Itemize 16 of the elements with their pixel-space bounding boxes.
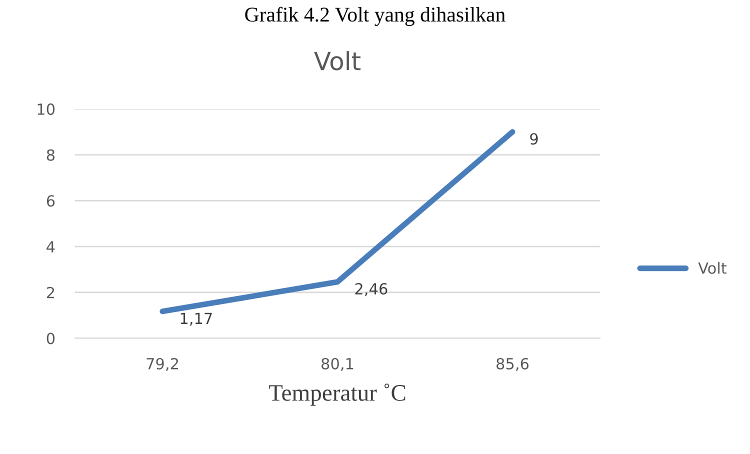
- data-label: 2,46: [355, 283, 388, 296]
- y-tick-label: 6: [46, 195, 55, 207]
- y-tick-label: 0: [46, 332, 55, 344]
- y-tick-label: 10: [38, 103, 55, 115]
- y-tick-label: 8: [46, 149, 55, 161]
- data-label: 9: [530, 133, 538, 145]
- legend-label: Volt: [698, 262, 727, 274]
- y-tick-label: 2: [46, 286, 54, 298]
- data-label: 1,17: [180, 312, 212, 326]
- y-tick-label: 4: [46, 241, 55, 252]
- x-tick-label: 85,6: [496, 358, 529, 372]
- x-tick-label: 79,2: [146, 358, 178, 372]
- chart-title: Volt: [314, 51, 361, 70]
- x-axis-title: Temperatur ˚C: [268, 384, 406, 406]
- text: Grafik 4.2 Volt yang dihasilkan: [245, 6, 506, 26]
- x-tick-label: 80,1: [322, 358, 354, 372]
